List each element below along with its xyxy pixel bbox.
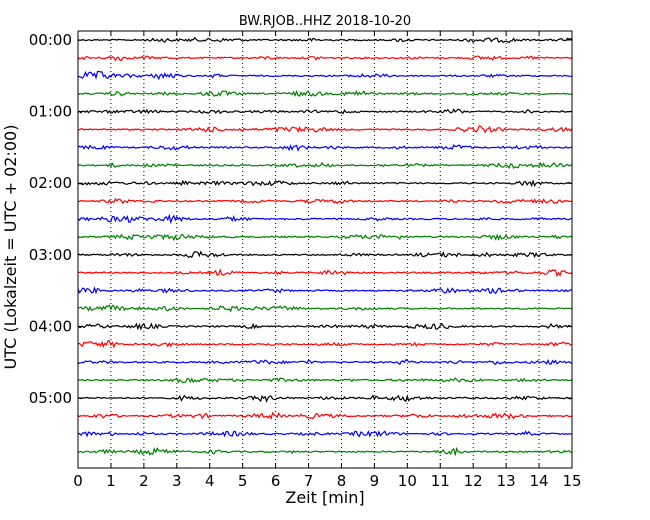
trace-05:15 bbox=[77, 411, 572, 421]
trace-04:30 bbox=[77, 358, 572, 366]
trace-04:45 bbox=[77, 377, 573, 384]
y-tick-label-04:00: 04:00 bbox=[29, 317, 72, 335]
vertical-gridlines bbox=[110, 31, 540, 468]
x-tick-label-12: 12 bbox=[464, 472, 483, 490]
x-tick-label-0: 0 bbox=[73, 472, 83, 490]
x-tick-label-8: 8 bbox=[337, 472, 347, 490]
x-tick-label-4: 4 bbox=[205, 472, 215, 490]
seismogram-traces bbox=[77, 36, 573, 457]
y-tick-label-02:00: 02:00 bbox=[29, 174, 72, 192]
y-tick-label-00:00: 00:00 bbox=[29, 31, 72, 49]
x-tick-label-3: 3 bbox=[172, 472, 182, 490]
trace-05:45 bbox=[77, 446, 572, 457]
chart-title: BW.RJOB..HHZ 2018-10-20 bbox=[239, 14, 411, 29]
x-axis-ticks: 0 1 2 3 4 5 6 7 8 9 10 11 12 13 14 15 bbox=[73, 31, 582, 490]
trace-02:00 bbox=[77, 179, 572, 188]
trace-03:15 bbox=[78, 268, 573, 278]
trace-00:00 bbox=[77, 36, 573, 44]
trace-01:45 bbox=[77, 161, 573, 170]
x-tick-label-13: 13 bbox=[497, 472, 516, 490]
x-tick-label-10: 10 bbox=[398, 472, 417, 490]
x-tick-label-11: 11 bbox=[431, 472, 450, 490]
trace-03:30 bbox=[77, 286, 573, 295]
trace-04:15 bbox=[77, 340, 573, 349]
trace-01:30 bbox=[77, 144, 573, 152]
trace-00:45 bbox=[77, 89, 572, 97]
y-tick-label-01:00: 01:00 bbox=[29, 103, 72, 121]
trace-03:00 bbox=[77, 250, 573, 259]
x-axis-title: Zeit [min] bbox=[285, 488, 364, 507]
y-axis-title: UTC (Lokalzeit = UTC + 02:00) bbox=[1, 125, 20, 370]
trace-02:15 bbox=[78, 197, 573, 205]
x-tick-label-15: 15 bbox=[562, 472, 581, 490]
plot-frame bbox=[77, 30, 573, 469]
y-axis-ticks: 00:00 01:00 02:00 03:00 04:00 05:00 bbox=[29, 31, 572, 407]
trace-01:15 bbox=[77, 125, 573, 134]
trace-05:00 bbox=[77, 394, 573, 404]
trace-03:45 bbox=[78, 304, 573, 313]
trace-02:45 bbox=[77, 233, 573, 242]
x-tick-label-14: 14 bbox=[530, 472, 549, 490]
x-tick-label-9: 9 bbox=[370, 472, 380, 490]
x-tick-label-1: 1 bbox=[106, 472, 116, 490]
y-tick-label-05:00: 05:00 bbox=[29, 389, 72, 407]
trace-00:15 bbox=[77, 55, 573, 62]
trace-05:30 bbox=[77, 429, 573, 438]
y-tick-label-03:00: 03:00 bbox=[29, 246, 72, 264]
x-tick-label-2: 2 bbox=[139, 472, 149, 490]
trace-00:30 bbox=[77, 70, 573, 81]
x-tick-label-7: 7 bbox=[304, 472, 314, 490]
trace-04:00 bbox=[77, 322, 573, 331]
trace-02:30 bbox=[77, 213, 573, 225]
trace-01:00 bbox=[77, 108, 573, 115]
x-tick-label-5: 5 bbox=[238, 472, 248, 490]
x-tick-label-6: 6 bbox=[271, 472, 281, 490]
